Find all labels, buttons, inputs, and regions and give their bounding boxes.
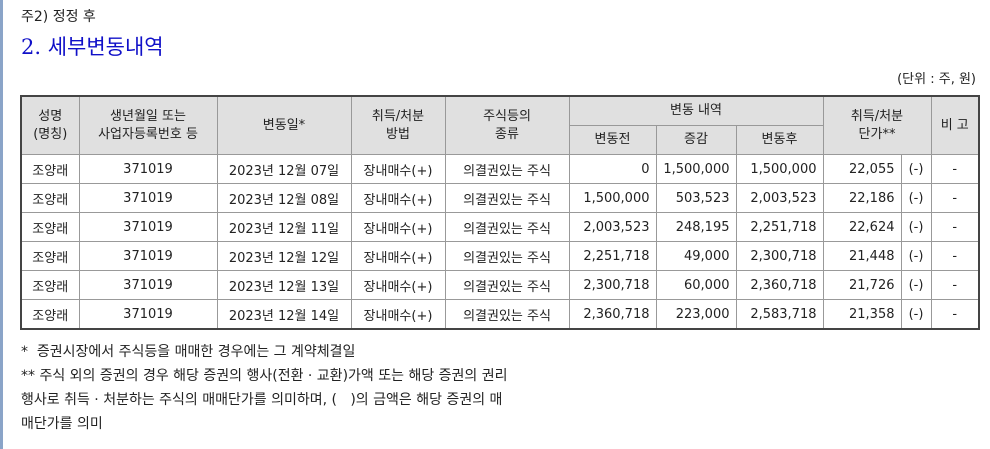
cell-date: 2023년 12월 14일	[216, 299, 352, 330]
cell-remark: -	[930, 183, 980, 213]
cell-delta: 248,195	[655, 212, 737, 242]
cell-kind: 의결권있는 주식	[444, 212, 570, 242]
header-price: 취득/처분 단가**	[822, 95, 932, 155]
cell-delta: 1,500,000	[655, 154, 737, 184]
header-before: 변동전	[568, 125, 657, 155]
cell-birth: 371019	[78, 183, 218, 213]
table-row: 조양래 371019 2023년 12월 08일 장내매수(+) 의결권있는 주식 1,5…	[20, 183, 980, 213]
cell-birth: 371019	[78, 154, 218, 184]
cell-name: 조양래	[20, 154, 80, 184]
header-birth: 생년월일 또는 사업자등록번호 등	[78, 95, 218, 155]
footnote: 행사로 취득 · 처분하는 주식의 매매단가를 의미하며, ( )의 금액은 해…	[21, 392, 503, 408]
cell-method: 장내매수(+)	[350, 212, 446, 242]
cell-birth: 371019	[78, 212, 218, 242]
cell-kind: 의결권있는 주식	[444, 154, 570, 184]
cell-after: 2,583,718	[735, 299, 824, 330]
cell-date: 2023년 12월 12일	[216, 241, 352, 271]
header-name: 성명 (명칭)	[20, 95, 80, 155]
cell-delta: 60,000	[655, 270, 737, 300]
cell-method: 장내매수(+)	[350, 183, 446, 213]
cell-after: 2,360,718	[735, 270, 824, 300]
cell-price-sign: (-)	[900, 241, 932, 271]
unit-label: (단위 : 주, 원)	[897, 72, 976, 87]
left-border	[0, 0, 3, 449]
cell-remark: -	[930, 299, 980, 330]
table-row: 조양래 371019 2023년 12월 12일 장내매수(+) 의결권있는 주식 2,2…	[20, 241, 980, 271]
cell-birth: 371019	[78, 241, 218, 271]
cell-price: 21,358	[822, 299, 902, 330]
cell-date: 2023년 12월 07일	[216, 154, 352, 184]
table-row: 조양래 371019 2023년 12월 14일 장내매수(+) 의결권있는 주식 2,3…	[20, 299, 980, 330]
cell-method: 장내매수(+)	[350, 154, 446, 184]
cell-before: 0	[568, 154, 657, 184]
cell-price: 21,726	[822, 270, 902, 300]
footnote: * 증권시장에서 주식등을 매매한 경우에는 그 계약체결일	[21, 344, 356, 360]
table-row: 조양래 371019 2023년 12월 11일 장내매수(+) 의결권있는 주식 2,0…	[20, 212, 980, 242]
cell-price: 21,448	[822, 241, 902, 271]
correction-note: 주2) 정정 후	[21, 9, 96, 25]
cell-delta: 223,000	[655, 299, 737, 330]
cell-remark: -	[930, 212, 980, 242]
cell-birth: 371019	[78, 270, 218, 300]
cell-before: 2,251,718	[568, 241, 657, 271]
footnotes: * 증권시장에서 주식등을 매매한 경우에는 그 계약체결일 ** 주식 외의 …	[21, 340, 508, 436]
header-after: 변동후	[735, 125, 824, 155]
cell-after: 2,300,718	[735, 241, 824, 271]
cell-remark: -	[930, 154, 980, 184]
cell-price: 22,055	[822, 154, 902, 184]
table-row: 조양래 371019 2023년 12월 07일 장내매수(+) 의결권있는 주식 0 1,…	[20, 154, 980, 184]
cell-after: 2,003,523	[735, 183, 824, 213]
cell-after: 1,500,000	[735, 154, 824, 184]
cell-price: 22,186	[822, 183, 902, 213]
footnote: 매단가를 의미	[21, 416, 103, 432]
cell-price-sign: (-)	[900, 154, 932, 184]
cell-before: 2,300,718	[568, 270, 657, 300]
cell-name: 조양래	[20, 183, 80, 213]
cell-after: 2,251,718	[735, 212, 824, 242]
cell-before: 2,360,718	[568, 299, 657, 330]
cell-remark: -	[930, 270, 980, 300]
cell-kind: 의결권있는 주식	[444, 299, 570, 330]
cell-kind: 의결권있는 주식	[444, 183, 570, 213]
cell-delta: 503,523	[655, 183, 737, 213]
cell-price-sign: (-)	[900, 183, 932, 213]
footnote: ** 주식 외의 증권의 경우 해당 증권의 행사(전환 · 교환)가액 또는 …	[21, 368, 508, 384]
header-remark: 비 고	[930, 95, 980, 155]
table-row: 조양래 371019 2023년 12월 13일 장내매수(+) 의결권있는 주식 2,3…	[20, 270, 980, 300]
cell-birth: 371019	[78, 299, 218, 330]
cell-before: 1,500,000	[568, 183, 657, 213]
cell-price-sign: (-)	[900, 299, 932, 330]
cell-date: 2023년 12월 08일	[216, 183, 352, 213]
cell-name: 조양래	[20, 212, 80, 242]
cell-kind: 의결권있는 주식	[444, 241, 570, 271]
cell-method: 장내매수(+)	[350, 241, 446, 271]
header-kind: 주식등의 종류	[444, 95, 570, 155]
header-method: 취득/처분 방법	[350, 95, 446, 155]
cell-delta: 49,000	[655, 241, 737, 271]
cell-date: 2023년 12월 13일	[216, 270, 352, 300]
detail-table: 성명 (명칭) 생년월일 또는 사업자등록번호 등 변동일* 취득/처분 방법 …	[20, 95, 980, 330]
header-change: 변동 내역	[568, 95, 824, 126]
cell-remark: -	[930, 241, 980, 271]
cell-kind: 의결권있는 주식	[444, 270, 570, 300]
cell-method: 장내매수(+)	[350, 270, 446, 300]
cell-name: 조양래	[20, 270, 80, 300]
cell-date: 2023년 12월 11일	[216, 212, 352, 242]
cell-price: 22,624	[822, 212, 902, 242]
cell-name: 조양래	[20, 241, 80, 271]
cell-price-sign: (-)	[900, 270, 932, 300]
header-delta: 증감	[655, 125, 737, 155]
cell-price-sign: (-)	[900, 212, 932, 242]
cell-name: 조양래	[20, 299, 80, 330]
header-date: 변동일*	[216, 95, 352, 155]
section-title: 2. 세부변동내역	[21, 35, 164, 59]
cell-before: 2,003,523	[568, 212, 657, 242]
cell-method: 장내매수(+)	[350, 299, 446, 330]
